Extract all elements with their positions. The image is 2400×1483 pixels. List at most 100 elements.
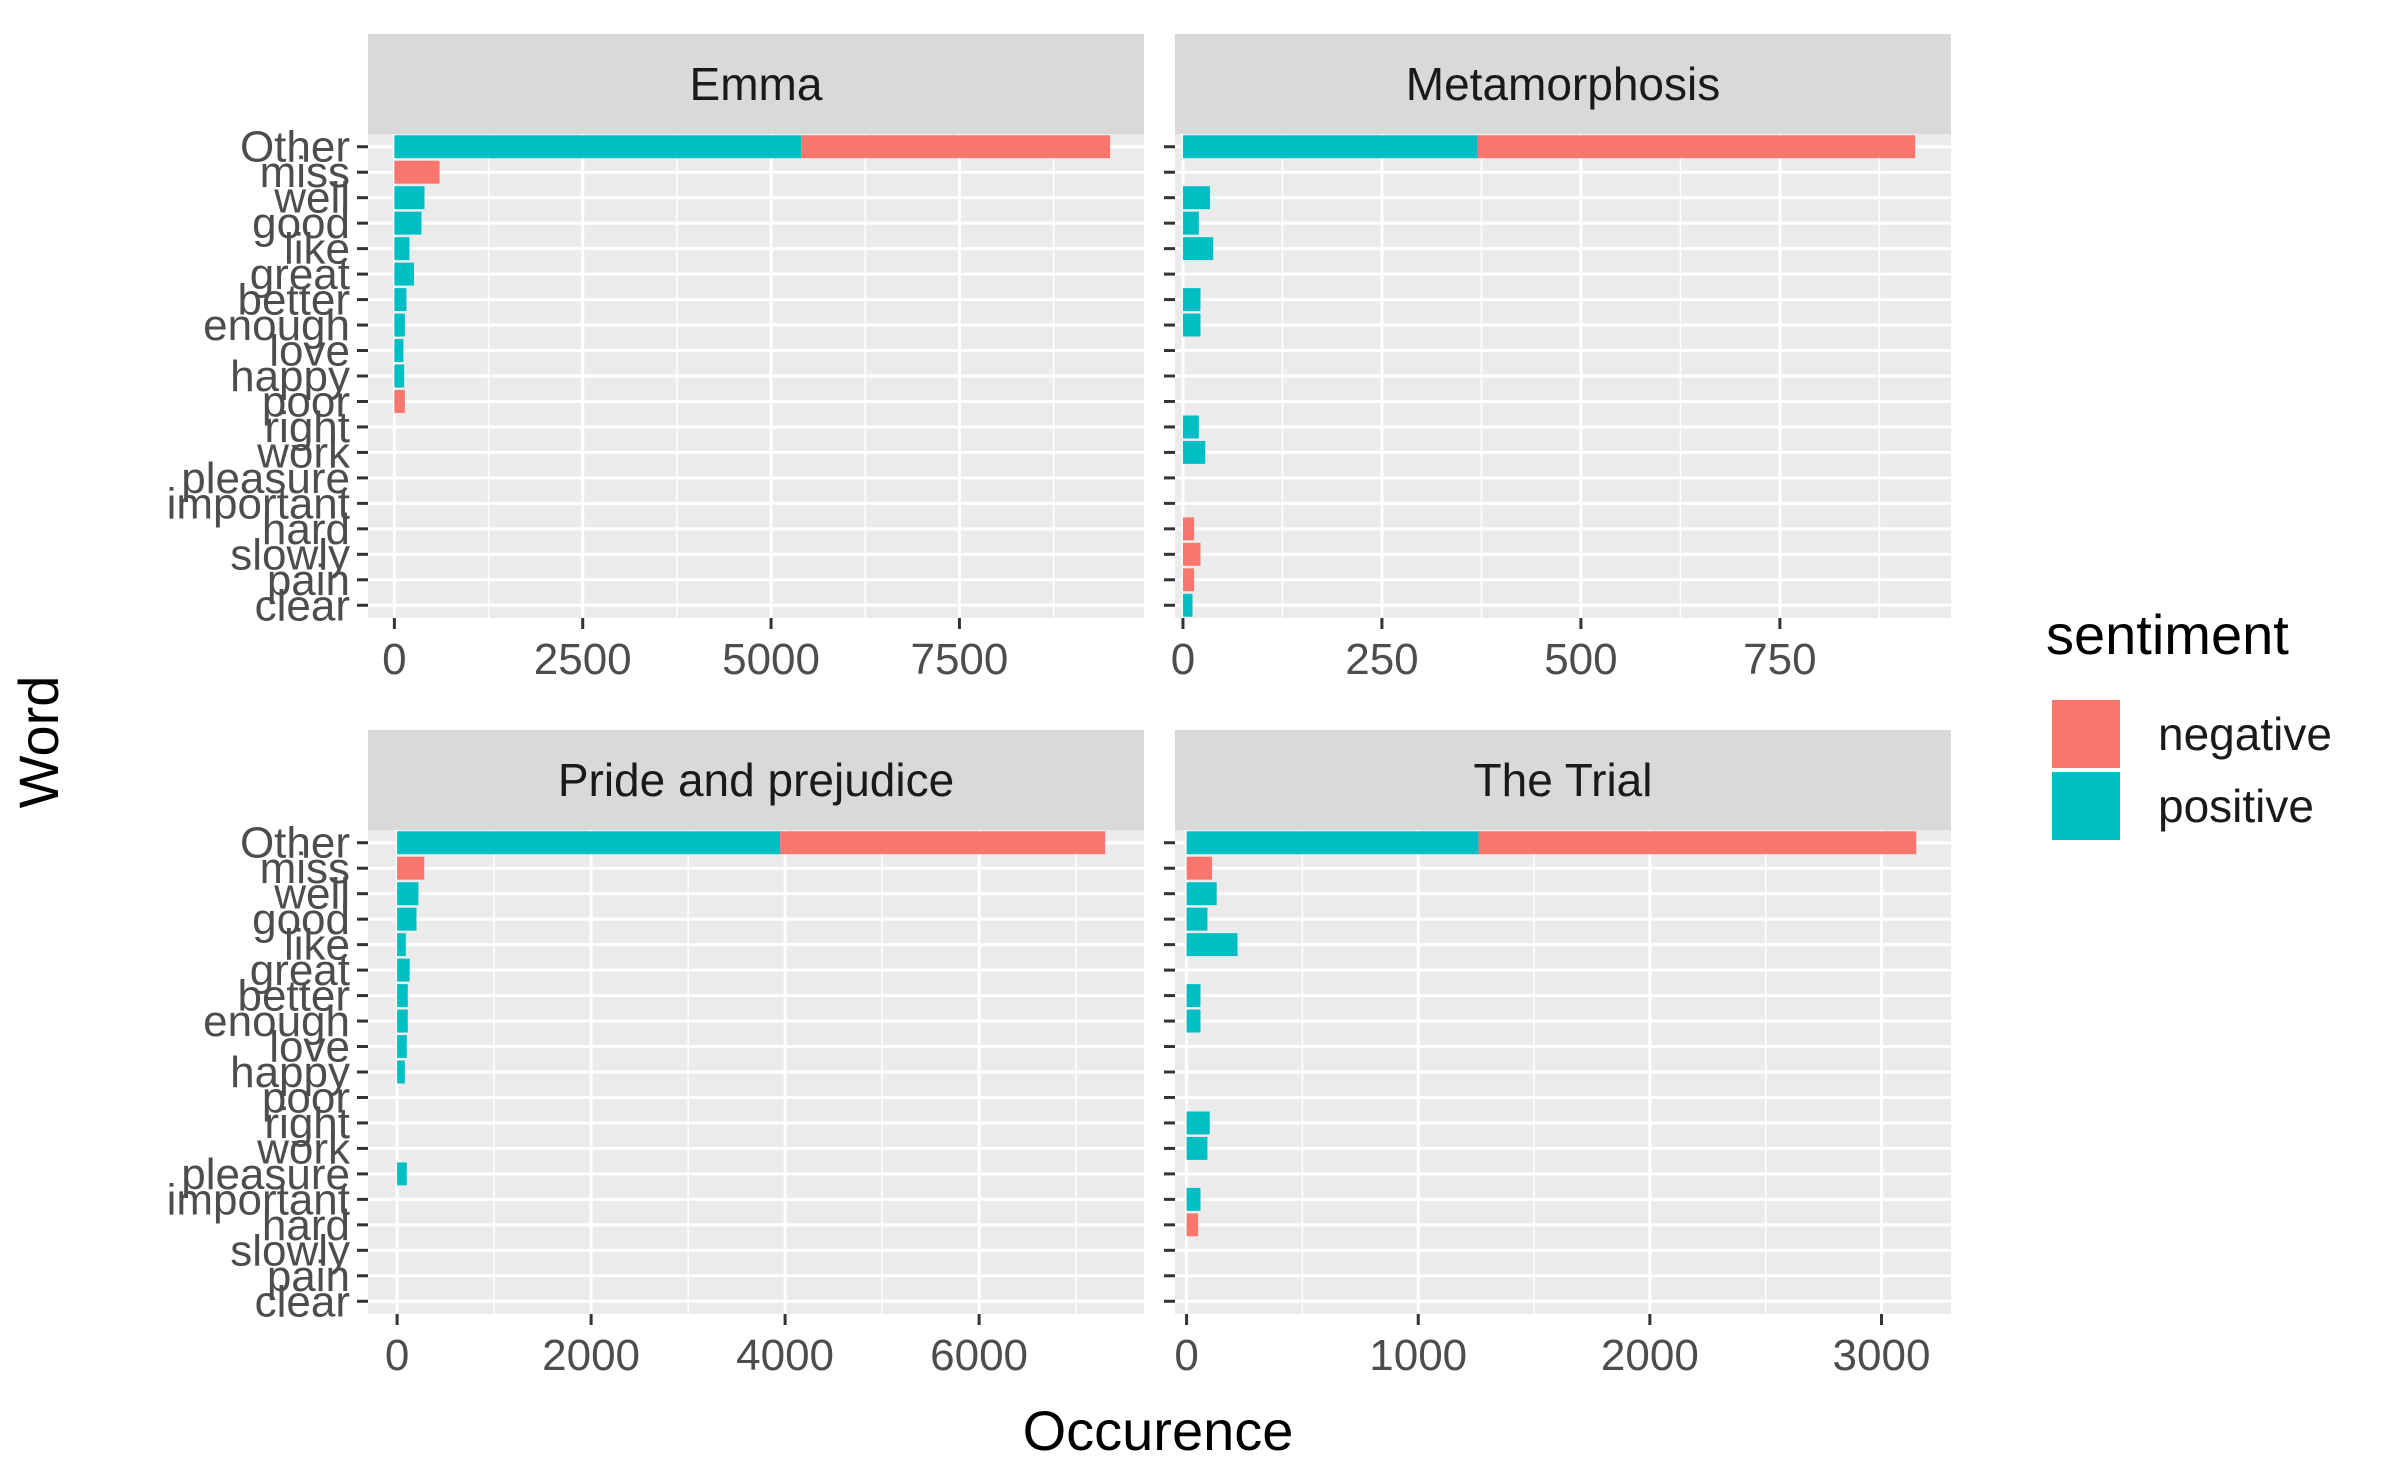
bar-the-trial-miss-negative <box>1186 856 1213 880</box>
y-tick-label-happy: happy <box>230 1048 350 1097</box>
x-tick-label-pride-and-prejudice: 2000 <box>542 1331 640 1380</box>
bar-the-trial-good-positive <box>1186 907 1208 931</box>
strip-metamorphosis <box>1175 34 1951 134</box>
y-tick-label-important: important <box>167 479 350 528</box>
bar-pride-and-prejudice-better-positive <box>397 984 408 1008</box>
bar-emma-other-positive <box>394 135 802 159</box>
bar-metamorphosis-pain-negative <box>1182 568 1195 592</box>
bar-emma-better-positive <box>394 288 407 312</box>
y-tick-label-hard: hard <box>262 1201 350 1250</box>
strip-title-pride-and-prejudice: Pride and prejudice <box>558 754 954 806</box>
legend: sentiment negative positive <box>2046 603 2332 840</box>
x-tick-label-pride-and-prejudice: 0 <box>385 1331 409 1380</box>
bar-emma-enough-positive <box>394 313 405 337</box>
x-tick-label-metamorphosis: 250 <box>1345 635 1418 684</box>
y-tick-label-slowly: slowly <box>230 530 350 579</box>
bar-emma-other-negative <box>801 135 1111 159</box>
bar-emma-miss-negative <box>394 160 440 184</box>
bar-metamorphosis-like-positive <box>1182 237 1214 261</box>
bar-pride-and-prejudice-happy-positive <box>397 1060 405 1084</box>
bar-the-trial-other-negative <box>1478 831 1917 855</box>
y-tick-label-miss: miss <box>260 148 350 197</box>
y-tick-label-like: like <box>284 921 350 970</box>
bar-the-trial-like-positive <box>1186 933 1238 957</box>
bar-emma-good-positive <box>394 211 422 235</box>
y-tick-label-other: Other <box>240 123 350 172</box>
y-tick-label-well: well <box>273 870 350 919</box>
bar-metamorphosis-well-positive <box>1182 186 1211 210</box>
bar-emma-happy-positive <box>394 364 405 388</box>
x-tick-label-emma: 0 <box>382 635 406 684</box>
y-tick-label-great: great <box>250 250 350 299</box>
bar-the-trial-work-positive <box>1186 1136 1208 1160</box>
x-tick-label-the-trial: 1000 <box>1369 1331 1467 1380</box>
y-tick-label-pleasure: pleasure <box>181 1150 350 1199</box>
bar-emma-like-positive <box>394 237 410 261</box>
bar-metamorphosis-other-negative <box>1477 135 1916 159</box>
bar-pride-and-prejudice-miss-negative <box>397 856 425 880</box>
y-tick-label-well: well <box>273 174 350 223</box>
bar-metamorphosis-clear-positive <box>1182 593 1193 617</box>
x-tick-label-the-trial: 2000 <box>1601 1331 1699 1380</box>
bar-metamorphosis-other-positive <box>1182 135 1478 159</box>
bar-metamorphosis-work-positive <box>1182 440 1206 464</box>
y-tick-label-love: love <box>269 1023 350 1072</box>
panel-metamorphosis: Metamorphosis 0 250 500 750 <box>1164 34 1951 684</box>
bar-pride-and-prejudice-other-positive <box>397 831 781 855</box>
y-tick-label-pain: pain <box>267 556 350 605</box>
y-tick-label-right: right <box>264 403 350 452</box>
bar-pride-and-prejudice-well-positive <box>397 882 419 906</box>
bar-the-trial-better-positive <box>1186 984 1201 1008</box>
y-tick-label-hard: hard <box>262 505 350 554</box>
y-axis-title: Word <box>7 676 70 809</box>
y-tick-label-happy: happy <box>230 352 350 401</box>
y-tick-label-pain: pain <box>267 1252 350 1301</box>
y-tick-label-slowly: slowly <box>230 1226 350 1275</box>
strip-pride-and-prejudice <box>368 730 1144 830</box>
y-tick-label-clear: clear <box>255 1277 350 1326</box>
legend-label-positive: positive <box>2158 780 2314 832</box>
bar-emma-great-positive <box>394 262 414 286</box>
strip-title-metamorphosis: Metamorphosis <box>1406 58 1720 110</box>
y-tick-label-good: good <box>252 199 350 248</box>
y-tick-label-better: better <box>237 276 350 325</box>
y-tick-label-poor: poor <box>262 1073 350 1122</box>
panel-pride-and-prejudice: Pride and prejudice Othermisswellgoodlike… <box>167 730 1144 1380</box>
bar-metamorphosis-good-positive <box>1182 211 1199 235</box>
bar-pride-and-prejudice-love-positive <box>397 1035 407 1058</box>
bar-pride-and-prejudice-pleasure-positive <box>397 1162 407 1186</box>
y-tick-label-right: right <box>264 1099 350 1148</box>
y-tick-label-poor: poor <box>262 377 350 426</box>
x-tick-label-emma: 5000 <box>722 635 820 684</box>
x-tick-label-pride-and-prejudice: 6000 <box>930 1331 1028 1380</box>
bar-pride-and-prejudice-other-negative <box>780 831 1106 855</box>
x-tick-label-emma: 2500 <box>534 635 632 684</box>
y-tick-label-work: work <box>256 1124 351 1173</box>
strip-title-the-trial: The Trial <box>1474 754 1653 806</box>
bar-the-trial-right-positive <box>1186 1111 1210 1135</box>
facet-panels: EmmaOthermisswellgoodlikegreatbetterenou… <box>167 34 1951 1380</box>
bar-the-trial-other-positive <box>1186 831 1479 855</box>
panel-the-trial: The Trial 0 1000 2000 3000 <box>1164 730 1951 1380</box>
bar-metamorphosis-enough-positive <box>1182 313 1201 337</box>
y-tick-label-enough: enough <box>203 997 350 1046</box>
x-tick-label-the-trial: 0 <box>1174 1331 1198 1380</box>
bar-the-trial-enough-positive <box>1186 1009 1201 1033</box>
x-axis-title: Occurence <box>1023 1399 1294 1462</box>
x-tick-label-metamorphosis: 750 <box>1743 635 1816 684</box>
bar-the-trial-hard-negative <box>1186 1213 1199 1237</box>
y-tick-label-clear: clear <box>255 581 350 630</box>
strip-the-trial <box>1175 730 1951 830</box>
y-tick-label-great: great <box>250 946 350 995</box>
bar-pride-and-prejudice-good-positive <box>397 907 417 931</box>
panel-emma: Emma Othermisswellgoodlikegreatbetterenou… <box>167 34 1144 684</box>
bar-metamorphosis-hard-negative <box>1182 517 1195 541</box>
bar-metamorphosis-slowly-negative <box>1182 542 1201 566</box>
y-tick-label-miss: miss <box>260 844 350 893</box>
x-tick-label-emma: 7500 <box>910 635 1008 684</box>
y-tick-label-enough: enough <box>203 301 350 350</box>
bar-emma-poor-negative <box>394 390 405 413</box>
bar-pride-and-prejudice-like-positive <box>397 933 406 957</box>
y-tick-label-like: like <box>284 225 350 274</box>
